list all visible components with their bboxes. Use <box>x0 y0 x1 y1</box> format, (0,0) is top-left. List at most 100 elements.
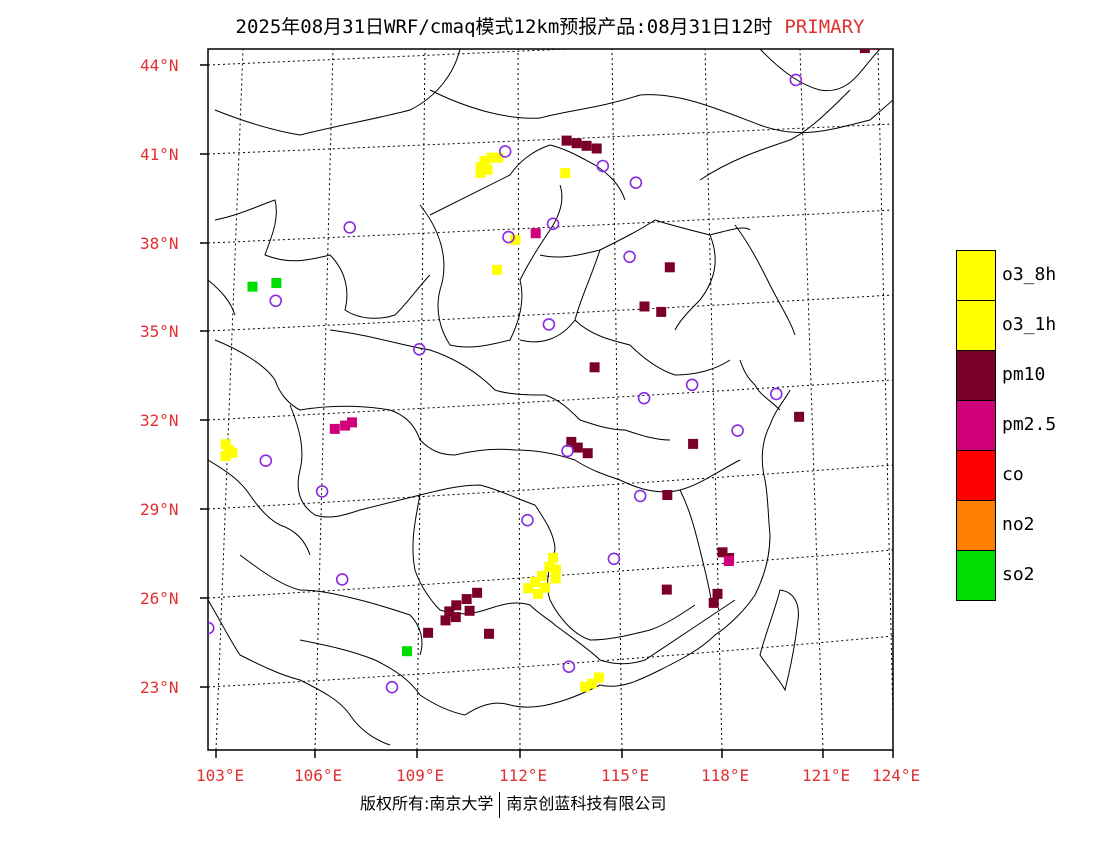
legend-label: pm2.5 <box>1002 414 1057 435</box>
pollution-cells <box>220 49 881 692</box>
pollution-cell-pm10 <box>464 605 475 616</box>
pollution-cell-o3_8h <box>493 152 504 163</box>
station-marker <box>335 573 349 586</box>
pollution-cell-o3_8h <box>530 577 541 587</box>
lat-label: 41°N <box>140 145 179 164</box>
lon-label: 112°E <box>499 766 548 785</box>
pollution-cell-o3_8h <box>479 156 490 166</box>
pollution-cell-o3_8h <box>486 152 497 163</box>
pollution-cell-pm10 <box>717 547 728 558</box>
lon-label: 109°E <box>396 766 445 785</box>
pollution-cell-pm10 <box>451 600 462 611</box>
station-marker <box>561 444 574 458</box>
pollution-cell-pm10 <box>440 615 451 626</box>
lat-label: 38°N <box>140 234 179 253</box>
pollution-cell-pm25 <box>347 417 357 428</box>
legend-swatch <box>956 300 996 351</box>
pollution-cell-o3_8h <box>533 588 543 599</box>
station-marker <box>546 217 560 231</box>
pollution-cell-pm10 <box>566 436 577 447</box>
pollution-cell-pm10 <box>450 612 461 623</box>
station-marker <box>315 485 329 498</box>
legend-swatch <box>956 400 996 451</box>
station-marker <box>562 660 576 674</box>
legend-label: co <box>1002 464 1024 485</box>
pollution-cell-o3_8h <box>475 162 486 172</box>
station-marker <box>521 513 534 527</box>
lon-label: 124°E <box>872 766 921 785</box>
pollution-cell-o3_8h <box>537 570 548 581</box>
pollution-cell-pm10 <box>581 140 592 151</box>
pollution-cell-pm10 <box>461 594 472 605</box>
pollution-cell-o3_8h <box>586 678 597 689</box>
pollution-cell-pm10 <box>661 584 672 595</box>
pollution-cell-pm25 <box>340 420 351 431</box>
pollution-cell-so2 <box>271 278 282 288</box>
lat-label: 26°N <box>140 589 179 608</box>
pollution-cell-o3_8h <box>227 447 238 458</box>
legend-swatch <box>956 550 996 601</box>
station-marker <box>412 342 426 356</box>
pollution-cell-o3_8h <box>550 564 561 575</box>
lat-label: 32°N <box>140 411 179 430</box>
province-boundaries <box>208 49 893 746</box>
pollution-cell-pm25 <box>329 423 340 434</box>
pollution-cell-pm10 <box>708 597 719 608</box>
pollution-cell-pm10 <box>664 262 675 273</box>
copyright-company: 南京创蓝科技有限公司 <box>506 794 667 813</box>
station-marker <box>259 454 273 468</box>
legend-label: o3_1h <box>1002 314 1057 335</box>
graticule <box>208 49 893 750</box>
pollution-cell-so2 <box>247 281 258 292</box>
pollution-cell-pm10 <box>870 49 881 50</box>
station-marker <box>769 387 783 401</box>
pollution-cell-pm25 <box>723 556 734 566</box>
station-marker <box>208 621 215 635</box>
station-marker <box>502 230 515 244</box>
pollution-cell-o3_8h <box>544 561 555 572</box>
copyright-line: 版权所有:南京大学 南京创蓝科技有限公司 <box>360 790 666 818</box>
lon-label: 115°E <box>601 766 650 785</box>
pollution-cell-o3_8h <box>492 264 502 275</box>
legend-swatch <box>956 250 996 301</box>
station-marker <box>596 159 610 173</box>
pollution-cell-o3_8h <box>580 681 590 692</box>
pollution-cell-o3_8h <box>593 672 604 683</box>
pollution-cell-pm25 <box>530 228 541 239</box>
pollution-cell-o3_8h <box>550 573 561 584</box>
station-marker <box>629 176 643 189</box>
lon-label: 121°E <box>802 766 851 785</box>
title-main: 2025年08月31日WRF/cmaq模式12km预报产品:08月31日12时 <box>235 16 773 38</box>
divider <box>499 791 501 818</box>
station-marker <box>731 424 744 437</box>
pollution-cell-o3_8h <box>482 164 493 175</box>
pollution-cell-pm10 <box>572 442 583 453</box>
map-title: 2025年08月31日WRF/cmaq模式12km预报产品:08月31日12时 P… <box>0 12 1100 39</box>
lat-label: 29°N <box>140 500 179 519</box>
lon-label: 118°E <box>701 766 750 785</box>
pollution-cell-o3_8h <box>220 451 231 462</box>
pollution-cell-pm10 <box>582 448 593 459</box>
station-marker <box>789 73 803 87</box>
pollution-cell-pm10 <box>662 490 673 500</box>
station-marker <box>498 145 512 158</box>
pollution-cell-pm10 <box>656 306 667 317</box>
pollution-cell-pm10 <box>571 138 582 149</box>
pollution-cell-pm10 <box>561 135 572 146</box>
pollution-cell-pm10 <box>639 301 650 312</box>
station-marker <box>685 378 699 392</box>
lat-label: 35°N <box>140 322 179 341</box>
pollution-cell-pm10 <box>484 628 494 639</box>
pollution-cell-pm10 <box>444 606 455 617</box>
lon-label: 106°E <box>294 766 343 785</box>
pollution-cell-o3_8h <box>548 552 558 563</box>
pollution-cell-pm10 <box>794 411 805 422</box>
pollution-cell-pm10 <box>589 362 600 373</box>
map-frame <box>207 48 894 751</box>
pollution-cell-pm10 <box>688 438 699 449</box>
legend-swatch <box>956 500 996 551</box>
station-marker <box>607 552 621 566</box>
station-marker <box>623 250 636 264</box>
station-marker <box>542 318 556 331</box>
